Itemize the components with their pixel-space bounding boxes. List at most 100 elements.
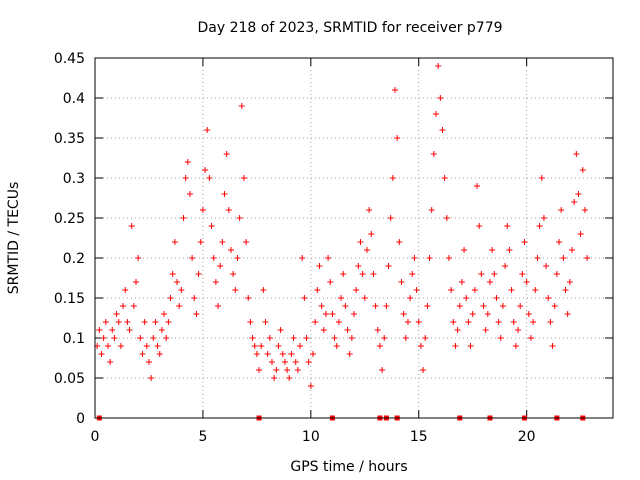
data-point	[117, 343, 124, 349]
data-point	[150, 335, 157, 341]
y-tick-label: 0.25	[54, 211, 85, 227]
data-point	[320, 327, 327, 333]
data-point	[152, 319, 159, 325]
data-point	[499, 303, 506, 309]
data-point	[266, 335, 273, 341]
data-point	[340, 271, 347, 277]
data-point	[279, 351, 286, 357]
data-point	[430, 151, 437, 157]
data-point	[355, 263, 362, 269]
data-point	[510, 319, 517, 325]
data-point	[441, 175, 448, 181]
data-point	[363, 247, 370, 253]
data-point	[452, 343, 459, 349]
data-point	[236, 215, 243, 221]
data-point	[411, 255, 418, 261]
data-point	[532, 287, 539, 293]
data-point	[137, 335, 144, 341]
data-point	[547, 319, 554, 325]
data-point	[484, 311, 491, 317]
data-point	[277, 327, 284, 333]
grid-lines	[95, 58, 613, 418]
data-point	[476, 223, 483, 229]
data-point	[139, 351, 146, 357]
data-point	[327, 279, 334, 285]
data-point	[122, 287, 129, 293]
data-point	[251, 343, 258, 349]
data-point	[549, 343, 556, 349]
y-tick-label: 0.35	[54, 131, 85, 147]
data-point	[445, 255, 452, 261]
data-point	[333, 343, 340, 349]
data-point	[394, 135, 401, 141]
data-point	[158, 327, 165, 333]
data-point	[581, 207, 588, 213]
data-point	[210, 255, 217, 261]
data-point	[227, 247, 234, 253]
data-point	[225, 207, 232, 213]
data-point	[504, 223, 511, 229]
data-point	[307, 383, 314, 389]
data-point	[268, 359, 275, 365]
data-point	[573, 151, 580, 157]
data-point	[303, 335, 310, 341]
data-point	[458, 279, 465, 285]
y-tick-label: 0.05	[54, 371, 85, 387]
data-point	[439, 127, 446, 133]
data-point	[182, 175, 189, 181]
data-point	[540, 215, 547, 221]
data-point	[482, 327, 489, 333]
x-tick-label: 10	[302, 429, 320, 445]
data-point	[519, 271, 526, 277]
data-point	[154, 343, 161, 349]
data-point	[523, 279, 530, 285]
data-point	[256, 367, 263, 373]
data-point	[314, 287, 321, 293]
data-point	[463, 295, 470, 301]
data-point	[135, 255, 142, 261]
data-point	[329, 311, 336, 317]
data-point	[230, 271, 237, 277]
data-point	[107, 359, 114, 365]
data-point	[376, 343, 383, 349]
data-point	[316, 263, 323, 269]
data-point	[338, 295, 345, 301]
data-point	[361, 295, 368, 301]
data-point	[284, 367, 291, 373]
data-point	[221, 191, 228, 197]
data-point	[219, 239, 226, 245]
data-point	[161, 311, 168, 317]
data-point	[536, 223, 543, 229]
data-point	[223, 151, 230, 157]
data-point	[232, 287, 239, 293]
data-point	[178, 287, 185, 293]
data-point	[368, 231, 375, 237]
y-tick-label: 0	[76, 411, 85, 427]
data-point	[346, 351, 353, 357]
data-point	[530, 319, 537, 325]
data-point	[433, 111, 440, 117]
data-point	[109, 327, 116, 333]
data-point	[245, 295, 252, 301]
data-point	[238, 103, 245, 109]
data-point	[286, 375, 293, 381]
data-point	[404, 319, 411, 325]
data-point	[435, 63, 442, 69]
plot-area-frame	[94, 57, 614, 419]
data-point	[126, 327, 133, 333]
data-point	[258, 343, 265, 349]
data-point	[551, 303, 558, 309]
data-point	[372, 303, 379, 309]
data-point	[171, 239, 178, 245]
y-tick-label: 0.4	[63, 91, 85, 107]
data-point	[163, 335, 170, 341]
data-point	[342, 303, 349, 309]
data-point	[409, 271, 416, 277]
data-point	[383, 303, 390, 309]
data-point	[156, 351, 163, 357]
y-axis-label: SRMTID / TECUs	[6, 182, 22, 295]
data-point	[374, 327, 381, 333]
data-point	[243, 239, 250, 245]
data-point	[111, 335, 118, 341]
data-point	[335, 319, 342, 325]
